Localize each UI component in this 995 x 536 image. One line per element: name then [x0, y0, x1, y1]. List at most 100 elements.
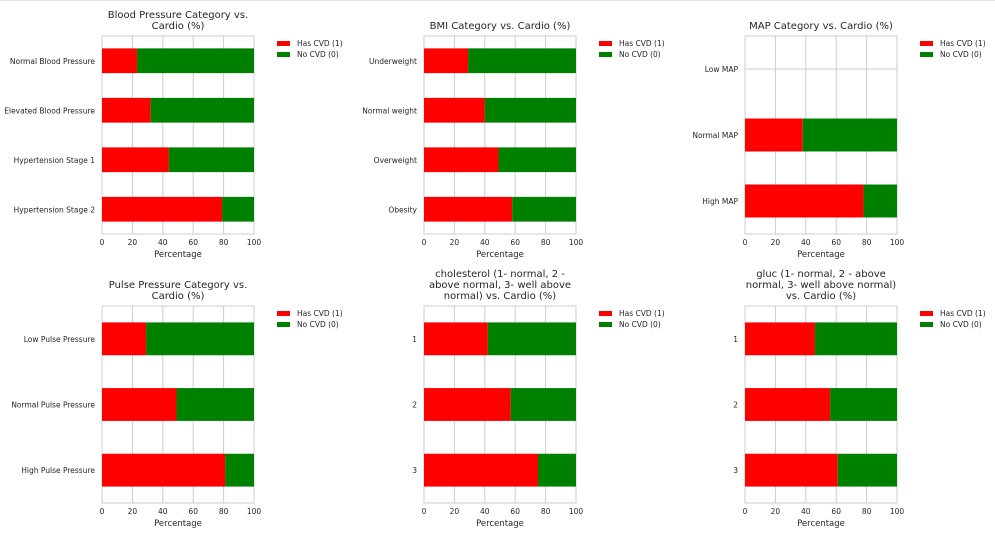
bar-segment — [146, 322, 254, 356]
x-tick-label: 0 — [422, 507, 427, 516]
bar-segment — [424, 48, 469, 74]
category-label: Low MAP — [705, 65, 739, 74]
chart-2: 0 20 40 60 80 100 Underweight Normal weight Over… — [362, 21, 665, 260]
legend-swatch — [277, 52, 290, 57]
chart-5: 0 20 40 60 80 100 1 2 3 cholesterol (1- normal, 2… — [412, 269, 665, 529]
chart-3: 0 20 40 60 80 100 Low MAP Normal MAP High MAP MAP… — [692, 21, 985, 260]
legend-label: No CVD (0) — [619, 50, 661, 59]
category-label: Normal Blood Pressure — [10, 57, 95, 66]
legend-swatch — [920, 322, 933, 327]
x-tick-label: 20 — [450, 507, 460, 516]
top-divider — [0, 0, 995, 1]
bar-segment — [102, 48, 137, 74]
bar-segment — [176, 388, 254, 421]
bar-segment — [745, 453, 838, 487]
category-label: 2 — [733, 401, 738, 410]
legend-label: Has CVD (1) — [619, 309, 665, 318]
category-label: Hypertension Stage 1 — [14, 156, 96, 165]
category-label: Hypertension Stage 2 — [14, 205, 96, 214]
x-tick-label: 40 — [158, 238, 168, 247]
legend-label: Has CVD (1) — [297, 39, 343, 48]
bar-segment — [102, 388, 177, 421]
bar-segment — [424, 97, 485, 123]
chart-title: cholesterol (1- normal, 2 - — [435, 269, 565, 280]
x-tick-label: 40 — [158, 507, 168, 516]
x-tick-label: 0 — [422, 238, 427, 247]
legend-swatch — [920, 311, 933, 316]
legend-label: No CVD (0) — [940, 50, 982, 59]
chart-title: gluc (1- normal, 2 - above — [756, 269, 886, 280]
x-tick-label: 60 — [831, 507, 841, 516]
bar-segment — [102, 196, 223, 222]
bar-segment — [102, 322, 147, 356]
category-label: Normal MAP — [692, 131, 738, 140]
legend-swatch — [599, 52, 612, 57]
legend-swatch — [599, 311, 612, 316]
x-axis-label: Percentage — [476, 250, 524, 260]
legend-label: No CVD (0) — [297, 320, 339, 329]
category-label: Low Pulse Pressure — [24, 335, 96, 344]
x-tick-label: 100 — [247, 507, 262, 516]
bar-segment — [745, 322, 815, 356]
x-tick-label: 20 — [771, 507, 781, 516]
category-label: Obesity — [388, 205, 417, 214]
bar-segment — [538, 453, 576, 487]
x-tick-label: 80 — [219, 507, 229, 516]
x-tick-label: 40 — [801, 507, 811, 516]
bar-segment — [468, 48, 576, 74]
legend-label: Has CVD (1) — [297, 309, 343, 318]
chart-title: MAP Category vs. Cardio (%) — [749, 21, 893, 32]
legend-swatch — [920, 52, 933, 57]
x-tick-label: 40 — [480, 238, 490, 247]
category-label: Normal weight — [362, 106, 417, 115]
chart-title: Blood Pressure Category vs. — [108, 10, 248, 21]
bar-segment — [487, 322, 576, 356]
legend-label: Has CVD (1) — [619, 39, 665, 48]
x-tick-label: 60 — [831, 238, 841, 247]
bar-segment — [745, 184, 864, 218]
x-tick-label: 40 — [801, 238, 811, 247]
x-tick-label: 0 — [743, 507, 748, 516]
x-axis-label: Percentage — [476, 519, 524, 529]
bar-segment — [498, 147, 576, 173]
x-tick-label: 60 — [510, 507, 520, 516]
legend-label: No CVD (0) — [297, 50, 339, 59]
x-tick-label: 80 — [862, 238, 872, 247]
legend-label: No CVD (0) — [940, 320, 982, 329]
x-tick-label: 20 — [450, 238, 460, 247]
x-tick-label: 100 — [569, 507, 584, 516]
x-tick-label: 20 — [128, 238, 138, 247]
x-tick-label: 80 — [541, 507, 551, 516]
chart-title: Cardio (%) — [152, 21, 205, 32]
legend-swatch — [599, 41, 612, 46]
legend-swatch — [277, 41, 290, 46]
chart-6: 0 20 40 60 80 100 1 2 3 gluc (1- normal, 2 - abov… — [733, 269, 986, 529]
category-label: 3 — [412, 466, 417, 475]
chart-title: Cardio (%) — [152, 291, 205, 302]
bar-segment — [745, 118, 803, 152]
x-tick-label: 20 — [128, 507, 138, 516]
x-tick-label: 80 — [219, 238, 229, 247]
bar-segment — [830, 388, 897, 421]
bar-segment — [424, 388, 511, 421]
legend-swatch — [277, 322, 290, 327]
x-tick-label: 60 — [510, 238, 520, 247]
category-label: 1 — [733, 335, 738, 344]
bar-segment — [168, 147, 254, 173]
category-label: Normal Pulse Pressure — [11, 401, 95, 410]
legend-swatch — [599, 322, 612, 327]
x-tick-label: 100 — [890, 507, 905, 516]
x-tick-label: 40 — [480, 507, 490, 516]
chart-4: 0 20 40 60 80 100 Low Pulse Pressure Normal Pul… — [11, 280, 342, 529]
bar-segment — [424, 147, 499, 173]
bar-segment — [102, 147, 169, 173]
x-tick-label: 60 — [188, 507, 198, 516]
x-tick-label: 80 — [862, 507, 872, 516]
legend-label: Has CVD (1) — [940, 39, 986, 48]
x-tick-label: 100 — [247, 238, 262, 247]
bar-segment — [837, 453, 897, 487]
category-label: 1 — [412, 335, 417, 344]
category-label: Elevated Blood Pressure — [4, 106, 95, 115]
bar-segment — [745, 388, 831, 421]
